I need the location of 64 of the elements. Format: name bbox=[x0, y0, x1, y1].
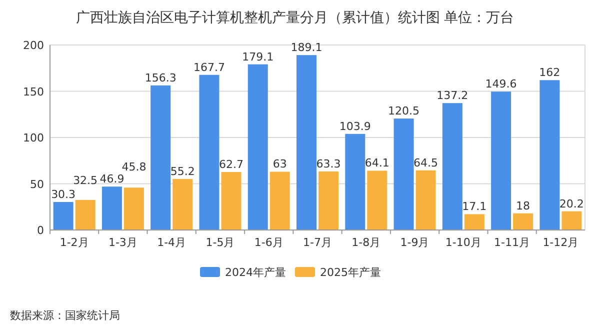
data-label: 189.1 bbox=[290, 41, 322, 54]
bar bbox=[172, 178, 193, 230]
x-tick-label: 1-11月 bbox=[494, 236, 530, 249]
data-label: 18 bbox=[516, 199, 530, 212]
data-label: 64.1 bbox=[364, 156, 390, 170]
bar bbox=[416, 170, 436, 230]
bar bbox=[491, 92, 512, 230]
bar bbox=[270, 172, 290, 230]
data-label: 20.2 bbox=[559, 197, 584, 210]
bar bbox=[248, 64, 268, 230]
bar bbox=[199, 74, 220, 230]
data-label: 149.6 bbox=[485, 78, 517, 91]
y-tick-label: 100 bbox=[23, 132, 44, 144]
data-label: 156.3 bbox=[144, 71, 176, 84]
bar bbox=[296, 55, 316, 230]
bar bbox=[318, 171, 338, 230]
bar bbox=[394, 118, 414, 230]
bar bbox=[102, 186, 122, 230]
data-label: 45.8 bbox=[122, 160, 146, 174]
bar bbox=[221, 172, 242, 230]
bar bbox=[75, 200, 96, 230]
data-label: 62.7 bbox=[218, 158, 244, 172]
y-tick-label: 50 bbox=[30, 178, 44, 191]
legend-label: 2025年产量 bbox=[320, 266, 381, 279]
x-tick-label: 1-8月 bbox=[352, 236, 381, 249]
data-label: 162 bbox=[539, 66, 560, 80]
x-tick-label: 1-5月 bbox=[206, 236, 235, 249]
x-tick-label: 1-2月 bbox=[60, 236, 89, 249]
x-tick-label: 1-9月 bbox=[400, 236, 430, 249]
legend-label: 2024年产量 bbox=[225, 266, 286, 279]
data-label: 137.2 bbox=[436, 89, 468, 102]
chart-title: 广西壮族自治区电子计算机整机产量分月（累计值）统计图 单位：万台 bbox=[76, 10, 514, 26]
data-label: 30.3 bbox=[51, 188, 76, 201]
x-tick-label: 1-12月 bbox=[542, 236, 579, 249]
x-tick-label: 1-7月 bbox=[303, 236, 332, 249]
bar bbox=[540, 80, 560, 230]
data-label: 63.3 bbox=[316, 157, 341, 170]
bar bbox=[442, 103, 462, 230]
bar bbox=[124, 188, 144, 230]
y-tick-label: 0 bbox=[37, 224, 44, 237]
x-tick-label: 1-3月 bbox=[108, 236, 138, 249]
y-tick-label: 200 bbox=[23, 39, 44, 52]
data-label: 55.2 bbox=[170, 164, 195, 178]
data-label: 63 bbox=[272, 158, 287, 171]
data-label: 179.1 bbox=[242, 50, 274, 64]
data-label: 120.5 bbox=[388, 104, 420, 118]
source-note: 数据来源：国家统计局 bbox=[10, 309, 120, 322]
bar bbox=[345, 134, 366, 230]
data-label: 167.7 bbox=[193, 60, 225, 74]
bar bbox=[367, 170, 388, 230]
y-tick-label: 150 bbox=[23, 85, 44, 98]
x-tick-label: 1-4月 bbox=[157, 236, 186, 249]
x-tick-label: 1-6月 bbox=[254, 236, 284, 249]
bar bbox=[562, 211, 582, 230]
data-label: 17.1 bbox=[462, 200, 487, 214]
bar bbox=[513, 213, 534, 230]
data-label: 32.5 bbox=[73, 174, 98, 187]
bar bbox=[464, 214, 484, 230]
data-label: 46.9 bbox=[100, 172, 124, 186]
bar bbox=[53, 202, 74, 230]
x-tick-label: 1-10月 bbox=[445, 236, 482, 249]
data-label: 103.9 bbox=[339, 120, 371, 133]
bar bbox=[150, 85, 171, 230]
data-label: 64.5 bbox=[414, 156, 438, 170]
